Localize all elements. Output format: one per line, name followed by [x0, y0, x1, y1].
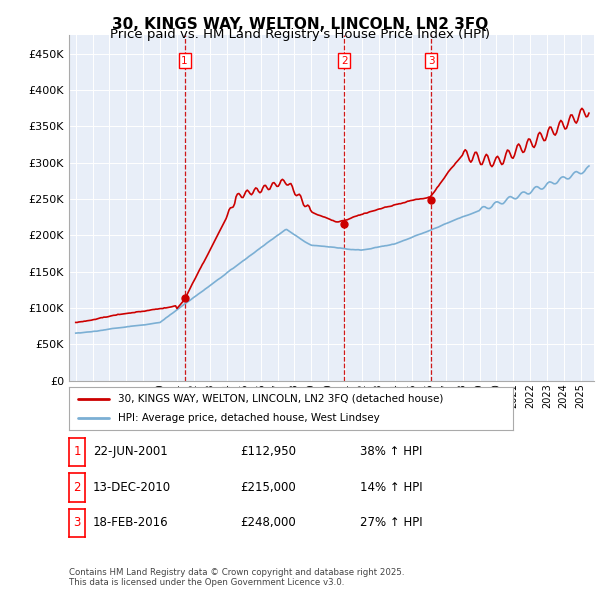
Text: HPI: Average price, detached house, West Lindsey: HPI: Average price, detached house, West…	[118, 413, 380, 423]
Text: £248,000: £248,000	[240, 516, 296, 529]
Text: 18-FEB-2016: 18-FEB-2016	[93, 516, 169, 529]
Text: 3: 3	[73, 516, 81, 529]
Text: 30, KINGS WAY, WELTON, LINCOLN, LN2 3FQ (detached house): 30, KINGS WAY, WELTON, LINCOLN, LN2 3FQ …	[118, 394, 443, 404]
Text: 22-JUN-2001: 22-JUN-2001	[93, 445, 168, 458]
Text: Price paid vs. HM Land Registry's House Price Index (HPI): Price paid vs. HM Land Registry's House …	[110, 28, 490, 41]
Text: 38% ↑ HPI: 38% ↑ HPI	[360, 445, 422, 458]
Text: 1: 1	[181, 56, 188, 66]
Text: 2: 2	[341, 56, 347, 66]
Text: 13-DEC-2010: 13-DEC-2010	[93, 481, 171, 494]
Text: £112,950: £112,950	[240, 445, 296, 458]
Text: 3: 3	[428, 56, 434, 66]
Text: 27% ↑ HPI: 27% ↑ HPI	[360, 516, 422, 529]
Text: £215,000: £215,000	[240, 481, 296, 494]
Text: Contains HM Land Registry data © Crown copyright and database right 2025.
This d: Contains HM Land Registry data © Crown c…	[69, 568, 404, 587]
Text: 2: 2	[73, 481, 81, 494]
Text: 1: 1	[73, 445, 81, 458]
Text: 30, KINGS WAY, WELTON, LINCOLN, LN2 3FQ: 30, KINGS WAY, WELTON, LINCOLN, LN2 3FQ	[112, 17, 488, 31]
Text: 14% ↑ HPI: 14% ↑ HPI	[360, 481, 422, 494]
